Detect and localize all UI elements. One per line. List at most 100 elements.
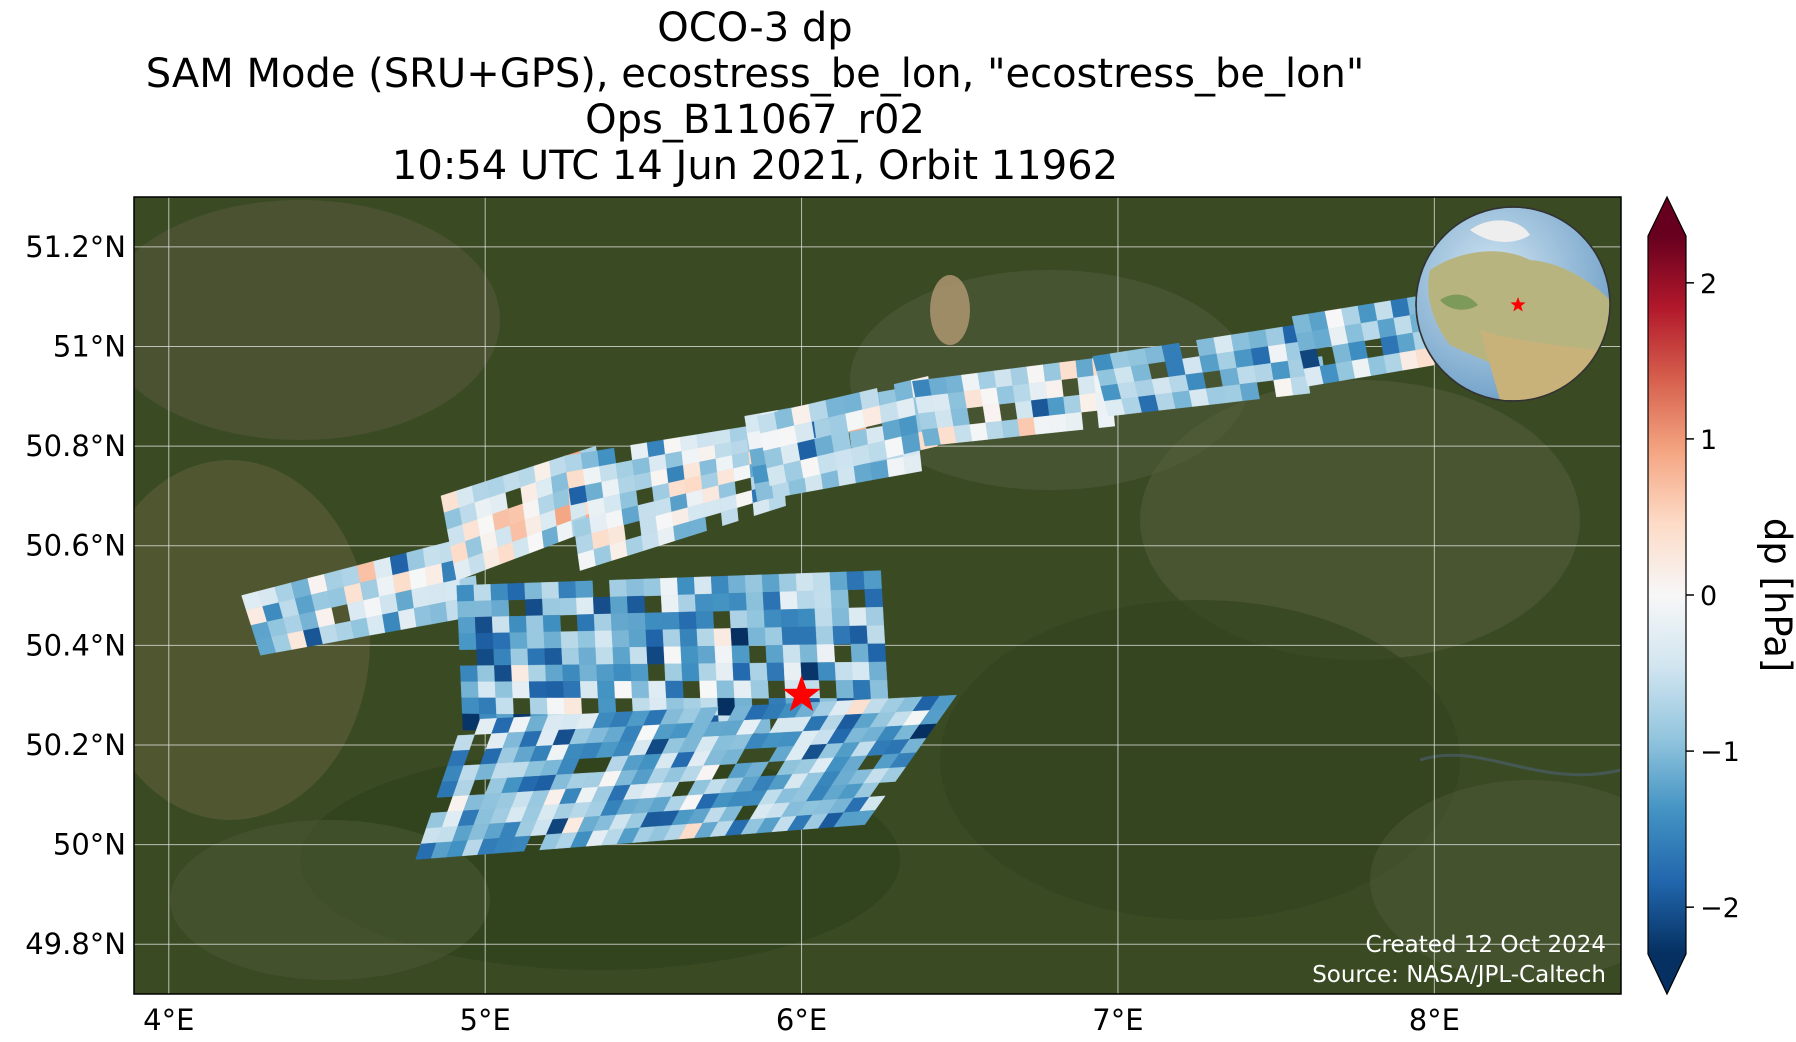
sounding-cell bbox=[1033, 415, 1052, 435]
sounding-cell bbox=[985, 420, 1005, 440]
colorbar-gradient bbox=[1648, 236, 1686, 954]
sounding-cell bbox=[493, 648, 512, 666]
sounding-cell bbox=[928, 376, 949, 396]
sounding-cell bbox=[490, 583, 509, 601]
sounding-cell bbox=[596, 664, 615, 682]
sounding-cell bbox=[852, 679, 872, 699]
sounding-cell bbox=[664, 663, 683, 682]
sounding-cell bbox=[525, 598, 544, 617]
sounding-cell bbox=[542, 598, 561, 616]
sounding-cell bbox=[1154, 392, 1176, 411]
sounding-cell bbox=[1380, 335, 1400, 356]
sounding-cell bbox=[689, 516, 707, 536]
sounding-cell bbox=[732, 662, 751, 682]
credit-created: Created 12 Oct 2024 bbox=[1365, 932, 1606, 958]
sounding-cell bbox=[544, 648, 563, 666]
sounding-cell bbox=[699, 680, 718, 699]
lat-tick-label: 49.8°N bbox=[25, 927, 126, 961]
sounding-cell bbox=[778, 573, 798, 593]
sounding-cell bbox=[476, 649, 495, 666]
sounding-cell bbox=[473, 584, 492, 602]
sounding-cell bbox=[711, 593, 731, 612]
sounding-cell bbox=[1344, 323, 1365, 344]
sounding-cell bbox=[347, 600, 367, 622]
sounding-cell bbox=[993, 368, 1014, 388]
sounding-cell bbox=[627, 612, 647, 631]
sounding-cell bbox=[395, 589, 415, 612]
sounding-cell bbox=[747, 627, 767, 646]
sounding-cell bbox=[912, 378, 932, 398]
sounding-cell bbox=[1182, 356, 1204, 376]
sounding-cell bbox=[921, 427, 942, 447]
sounding-cell bbox=[693, 576, 713, 595]
sounding-cell bbox=[950, 407, 970, 427]
sounding-cell bbox=[458, 633, 477, 650]
sounding-cell bbox=[511, 664, 530, 682]
sounding-cell bbox=[660, 594, 680, 613]
sounding-cell bbox=[612, 647, 631, 665]
sounding-cell bbox=[765, 644, 785, 664]
sounding-cell bbox=[411, 585, 431, 609]
sounding-cell bbox=[1059, 360, 1078, 380]
sounding-cell bbox=[728, 592, 748, 612]
sounding-cell bbox=[845, 409, 866, 432]
sounding-cell bbox=[609, 579, 628, 598]
sounding-cell bbox=[366, 614, 386, 636]
sounding-cell bbox=[903, 453, 923, 475]
sounding-cell bbox=[494, 665, 513, 682]
sounding-cell bbox=[1144, 345, 1166, 365]
sounding-cell bbox=[611, 630, 630, 648]
sounding-cell bbox=[1042, 362, 1062, 382]
colorbar: 2 1 0 −1 −2 dp [hPa] bbox=[1647, 195, 1796, 996]
lat-tick-label: 50.8°N bbox=[25, 429, 126, 463]
sounding-cell bbox=[1010, 366, 1030, 386]
sounding-cell bbox=[781, 626, 801, 646]
lat-tick-label: 51.2°N bbox=[25, 230, 126, 264]
sounding-cell bbox=[849, 625, 869, 645]
sounding-cell bbox=[727, 575, 747, 594]
sounding-cell bbox=[478, 697, 497, 715]
sounding-cell bbox=[491, 599, 510, 618]
sounding-cell bbox=[829, 571, 849, 591]
chart-subtitle-build: Ops_B11067_r02 bbox=[585, 97, 925, 143]
sounding-cell bbox=[779, 591, 799, 610]
sounding-cell bbox=[477, 681, 496, 699]
sounding-cell bbox=[644, 612, 664, 631]
sounding-cell bbox=[1270, 360, 1291, 381]
sounding-cell bbox=[1014, 400, 1034, 420]
sounding-cell bbox=[868, 661, 888, 681]
sounding-cell bbox=[610, 613, 630, 631]
map-frame bbox=[133, 196, 1622, 995]
sounding-cell bbox=[761, 573, 781, 593]
sounding-cell bbox=[460, 681, 479, 699]
sounding-cell bbox=[782, 644, 802, 664]
sounding-cell bbox=[797, 608, 817, 628]
sounding-cell bbox=[494, 681, 514, 699]
sounding-cell bbox=[1216, 351, 1238, 371]
sounding-cell bbox=[982, 404, 1002, 424]
sounding-cell bbox=[1219, 367, 1241, 387]
sounding-cell bbox=[661, 611, 681, 630]
sounding-cell bbox=[799, 644, 819, 663]
sounding-cell bbox=[422, 544, 442, 568]
sounding-cell bbox=[679, 628, 698, 647]
sounding-cell bbox=[833, 448, 855, 471]
sounding-cell bbox=[1044, 379, 1064, 399]
sounding-cell bbox=[869, 680, 889, 699]
sounding-cell bbox=[766, 464, 787, 487]
lat-tick-label: 50.6°N bbox=[25, 529, 126, 563]
sounding-cell bbox=[878, 766, 907, 783]
sounding-cell bbox=[800, 456, 821, 479]
sounding-cell bbox=[626, 595, 646, 614]
sounding-cell bbox=[1393, 315, 1414, 336]
lon-tick-label: 4°E bbox=[143, 1003, 194, 1037]
sounding-cell bbox=[746, 609, 766, 629]
sounding-cell bbox=[800, 662, 820, 681]
sounding-cell bbox=[645, 629, 664, 648]
sounding-cell bbox=[579, 681, 599, 699]
sounding-cell bbox=[815, 626, 835, 645]
sounding-cell bbox=[698, 663, 717, 682]
colorbar-ticks: 2 1 0 −1 −2 bbox=[1686, 269, 1740, 924]
sounding-cell bbox=[848, 607, 868, 627]
